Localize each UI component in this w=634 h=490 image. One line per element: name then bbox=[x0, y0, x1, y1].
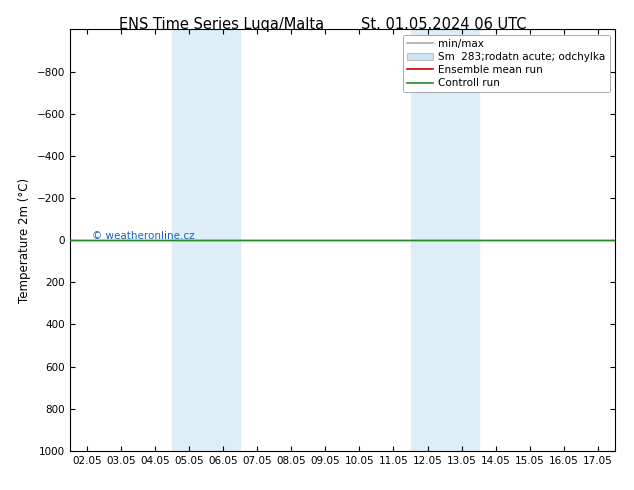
Bar bbox=[172, 29, 240, 451]
Legend: min/max, Sm  283;rodatn acute; odchylka, Ensemble mean run, Controll run: min/max, Sm 283;rodatn acute; odchylka, … bbox=[403, 35, 610, 92]
Text: © weatheronline.cz: © weatheronline.cz bbox=[91, 231, 194, 241]
Y-axis label: Temperature 2m (°C): Temperature 2m (°C) bbox=[18, 177, 31, 303]
Text: St. 01.05.2024 06 UTC: St. 01.05.2024 06 UTC bbox=[361, 17, 527, 32]
Bar bbox=[411, 29, 479, 451]
Text: ENS Time Series Luqa/Malta: ENS Time Series Luqa/Malta bbox=[119, 17, 325, 32]
